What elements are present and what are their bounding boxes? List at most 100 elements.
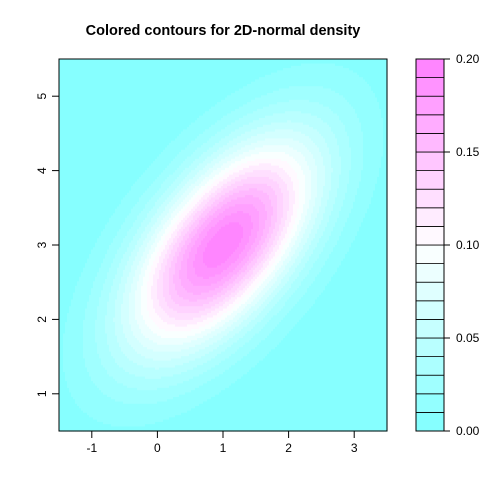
- contour-band-cell: [173, 245, 176, 257]
- contour-band-cell: [319, 238, 322, 255]
- contour-band-cell: [299, 231, 302, 244]
- contour-band-cell: [131, 226, 134, 242]
- contour-band-cell: [269, 226, 272, 239]
- contour-band-cell: [293, 306, 296, 328]
- contour-band-cell: [175, 179, 178, 189]
- contour-band-cell: [211, 378, 214, 398]
- contour-band-cell: [173, 351, 176, 360]
- contour-band-cell: [213, 152, 216, 160]
- contour-band-cell: [231, 195, 234, 201]
- contour-band-cell: [247, 204, 250, 214]
- contour-band-cell: [315, 129, 318, 146]
- contour-band-cell: [213, 186, 216, 194]
- contour-band-cell: [209, 285, 212, 291]
- contour-band-cell: [253, 281, 256, 289]
- contour-band-cell: [165, 179, 168, 192]
- contour-band-cell: [265, 131, 268, 139]
- contour-band-cell: [137, 353, 140, 366]
- contour-band-cell: [255, 274, 258, 280]
- contour-band-cell: [377, 59, 380, 103]
- contour-band-cell: [269, 267, 272, 276]
- contour-band-cell: [167, 387, 170, 400]
- contour-band-cell: [125, 372, 128, 387]
- contour-band-cell: [271, 349, 274, 432]
- contour-band-cell: [201, 154, 204, 164]
- contour-band-cell: [165, 206, 168, 217]
- contour-band-cell: [215, 365, 218, 378]
- contour-band-cell: [217, 163, 220, 169]
- contour-band-cell: [217, 333, 220, 341]
- contour-band-cell: [153, 403, 156, 425]
- contour-band-cell: [281, 152, 284, 162]
- contour-band-cell: [313, 158, 316, 208]
- contour-band-cell: [147, 188, 150, 203]
- contour-band-cell: [239, 136, 242, 144]
- contour-band-cell: [157, 199, 160, 210]
- plot-area: [58, 58, 388, 432]
- contour-band-cell: [277, 240, 280, 251]
- contour-band-cell: [107, 222, 110, 251]
- contour-band-cell: [171, 220, 174, 228]
- contour-band-cell: [195, 294, 198, 303]
- contour-band-cell: [239, 210, 242, 226]
- contour-band-cell: [227, 326, 230, 335]
- contour-band-cell: [169, 174, 172, 187]
- contour-band-cell: [249, 315, 252, 323]
- contour-band-cell: [189, 301, 192, 307]
- contour-band-cell: [161, 401, 164, 423]
- contour-band-cell: [309, 138, 312, 153]
- contour-band-cell: [347, 136, 350, 185]
- contour-band-cell: [101, 59, 104, 232]
- contour-band-cell: [289, 331, 292, 432]
- contour-band-cell: [127, 403, 130, 428]
- contour-band-cell: [207, 308, 210, 314]
- contour-band-cell: [173, 172, 176, 183]
- contour-band-cell: [177, 294, 180, 305]
- contour-band-cell: [245, 59, 248, 87]
- contour-band-cell: [231, 331, 234, 339]
- contour-band-cell: [249, 276, 252, 282]
- contour-band-cell: [155, 324, 158, 335]
- contour-band-cell: [241, 88, 244, 108]
- contour-band-cell: [275, 303, 278, 316]
- contour-band-cell: [245, 294, 248, 303]
- contour-band-cell: [261, 190, 264, 203]
- contour-band-cell: [179, 358, 182, 366]
- contour-band-cell: [131, 283, 134, 332]
- contour-band-cell: [233, 59, 236, 94]
- contour-band-cell: [147, 213, 150, 226]
- contour-band-cell: [301, 59, 304, 65]
- contour-band-cell: [269, 74, 272, 94]
- contour-band-cell: [283, 338, 286, 432]
- contour-band-cell: [181, 195, 184, 203]
- contour-band-cell: [221, 351, 224, 362]
- contour-band-cell: [153, 206, 156, 217]
- contour-band-cell: [187, 156, 190, 169]
- contour-band-cell: [241, 170, 244, 176]
- contour-band-cell: [305, 147, 308, 162]
- contour-band-cell: [233, 138, 236, 146]
- contour-band-cell: [381, 156, 384, 432]
- contour-band-cell: [239, 174, 242, 183]
- contour-band-cell: [281, 122, 284, 130]
- contour-band-cell: [253, 197, 256, 208]
- contour-band-cell: [185, 215, 188, 221]
- contour-band-cell: [257, 170, 260, 178]
- contour-band-cell: [327, 59, 330, 65]
- contour-band-cell: [193, 294, 196, 303]
- contour-band-cell: [249, 83, 252, 103]
- contour-band-cell: [143, 367, 146, 378]
- contour-band-cell: [269, 281, 272, 289]
- contour-band-cell: [197, 210, 200, 219]
- contour-band-cell: [225, 156, 228, 164]
- contour-band-cell: [335, 272, 338, 432]
- contour-band-cell: [243, 152, 246, 160]
- contour-band-cell: [203, 217, 206, 223]
- contour-band-cell: [159, 360, 162, 369]
- contour-band-cell: [157, 279, 160, 301]
- contour-band-cell: [247, 190, 250, 196]
- contour-band-cell: [179, 197, 182, 205]
- contour-band-cell: [365, 59, 368, 83]
- contour-band-cell: [271, 285, 274, 294]
- contour-band-cell: [217, 174, 220, 180]
